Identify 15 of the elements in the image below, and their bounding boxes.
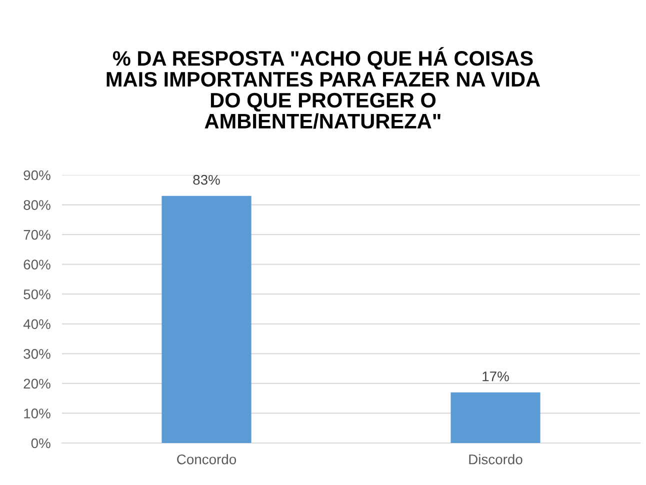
- data-label: 83%: [193, 174, 220, 185]
- x-tick-label: Concordo: [177, 454, 236, 464]
- x-tick-label: Discordo: [469, 454, 522, 464]
- y-tick-label: 80%: [24, 200, 50, 210]
- chart-title: % DA RESPOSTA "ACHO QUE HÁ COISAS MAIS IMPORTANTES PARA FAZER NA VIDA DO QUE PROTEGER O AMBIENTE/NATUREZA": [106, 47, 540, 129]
- y-tick-label: 70%: [24, 230, 50, 240]
- y-tick-label: 50%: [24, 289, 50, 300]
- y-tick-label: 40%: [23, 319, 50, 330]
- data-label: 17%: [482, 372, 509, 382]
- y-tick-label: 10%: [24, 408, 50, 418]
- y-tick-label: 30%: [24, 349, 50, 359]
- y-tick-label: 0%: [31, 438, 50, 448]
- y-tick-label: 20%: [24, 378, 50, 389]
- y-tick-label: 60%: [24, 260, 50, 270]
- y-tick-label: 90%: [24, 170, 50, 180]
